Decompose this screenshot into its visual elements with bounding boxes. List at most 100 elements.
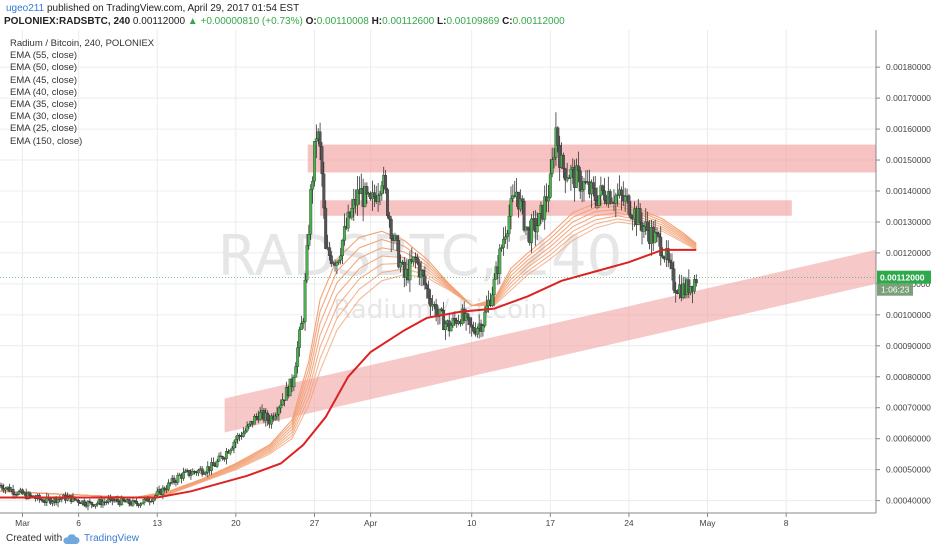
support-channel	[224, 249, 877, 433]
candle-body	[429, 298, 432, 307]
candle-body	[548, 173, 552, 198]
candle-body	[543, 196, 547, 220]
candle-body	[296, 347, 300, 367]
candle-body	[386, 189, 389, 217]
candle-body	[546, 197, 550, 202]
legend-item[interactable]: EMA (45, close)	[10, 74, 78, 86]
candle-body	[305, 245, 309, 281]
candle-body	[346, 211, 350, 229]
candle-body	[642, 226, 646, 232]
candle-body	[466, 313, 470, 318]
candle-body	[502, 239, 505, 248]
candle-body	[56, 499, 60, 503]
chart-area[interactable]: RADSBTC, 240 Radium / Bitcoin 0.00180000…	[0, 30, 932, 530]
candle-body	[481, 325, 485, 332]
x-tick-label: 13	[152, 518, 162, 528]
x-tick-label: 17	[546, 518, 556, 528]
candle-body	[309, 189, 313, 235]
created-with-text: Created with	[6, 533, 63, 544]
candle-body	[95, 502, 99, 505]
legend-item[interactable]: EMA (30, close)	[10, 111, 78, 123]
candle-body	[430, 304, 434, 307]
candlestick-chart[interactable]: RADSBTC, 240 Radium / Bitcoin 0.00180000…	[0, 30, 932, 530]
candle-body	[350, 208, 354, 218]
candle-body	[597, 195, 601, 206]
legend-item[interactable]: EMA (55, close)	[10, 50, 78, 62]
y-tick-label: 0.00070000	[886, 403, 931, 413]
candle-body	[200, 468, 204, 475]
candle-body	[425, 284, 429, 289]
candle-body	[520, 198, 524, 202]
candle-body	[127, 499, 131, 504]
candle-body	[692, 279, 696, 292]
candle-body	[135, 501, 139, 504]
candle-body	[11, 489, 15, 495]
y-tick-label: 0.00060000	[886, 434, 931, 444]
candle-body	[646, 221, 650, 231]
candle-body	[472, 327, 476, 332]
candle-body	[453, 318, 457, 321]
candle-body	[384, 175, 388, 190]
close-label: C:	[502, 16, 513, 27]
author-link[interactable]: ugeo211	[6, 3, 45, 14]
candle-body	[225, 451, 228, 459]
zone-resistance-upper	[307, 144, 876, 173]
tradingview-link[interactable]: TradingView	[84, 533, 140, 544]
candle-body	[86, 501, 90, 507]
candle-body	[15, 494, 19, 496]
legend-item[interactable]: EMA (50, close)	[10, 62, 78, 74]
candle-body	[397, 240, 401, 268]
ema150-path	[0, 248, 697, 499]
candle-body	[234, 438, 238, 443]
legend-item[interactable]: EMA (150, close)	[10, 135, 83, 147]
candle-body	[591, 182, 595, 189]
candle-body	[238, 435, 242, 437]
y-tick-label: 0.00090000	[886, 341, 931, 351]
y-tick-label: 0.00180000	[886, 62, 931, 72]
candle-body	[191, 471, 195, 475]
candle-body	[552, 157, 556, 160]
candle-body	[444, 323, 447, 331]
candle-body	[440, 308, 444, 311]
candle-body	[0, 485, 4, 489]
candle-body	[582, 181, 586, 190]
y-tick-label: 0.00150000	[886, 155, 931, 165]
candle-body	[694, 279, 698, 284]
candle-body	[329, 255, 333, 264]
candle-body	[294, 366, 298, 378]
time-axis[interactable]: Mar 6 13 20 27 Apr 10 17 24 May 8	[15, 513, 789, 528]
candle-body	[318, 131, 322, 147]
candle-body	[376, 195, 380, 202]
candle-body	[275, 414, 279, 417]
candle-body	[90, 501, 94, 505]
candle-body	[661, 255, 665, 258]
candle-body	[470, 324, 474, 328]
y-tick-label: 0.00120000	[886, 248, 931, 258]
legend-item[interactable]: EMA (35, close)	[10, 99, 78, 111]
candle-body	[288, 378, 292, 397]
candle-body	[580, 189, 584, 192]
candle-body	[77, 500, 81, 503]
candle-body	[176, 475, 180, 483]
candle-body	[578, 170, 582, 192]
high-label: H:	[371, 16, 383, 27]
candle-body	[313, 140, 316, 182]
candle-body	[301, 321, 305, 324]
candle-body	[627, 195, 631, 215]
candle-body	[172, 477, 176, 483]
channel-band	[224, 249, 877, 433]
candle-body	[324, 207, 328, 249]
candle-body	[7, 486, 11, 492]
countdown-badge	[877, 283, 913, 296]
candle-body	[492, 278, 496, 296]
candle-body	[50, 501, 54, 504]
x-tick-label: 10	[467, 518, 477, 528]
high-value: 0.00112600	[382, 16, 435, 27]
candle-body	[561, 154, 565, 169]
candle-body	[221, 456, 225, 459]
legend-item[interactable]: EMA (25, close)	[10, 123, 78, 135]
candle-body	[168, 482, 172, 484]
candle-body	[88, 501, 92, 503]
legend-item[interactable]: EMA (40, close)	[10, 86, 78, 98]
change-value: ▲ +0.00000810 (+0.73%)	[187, 16, 303, 27]
